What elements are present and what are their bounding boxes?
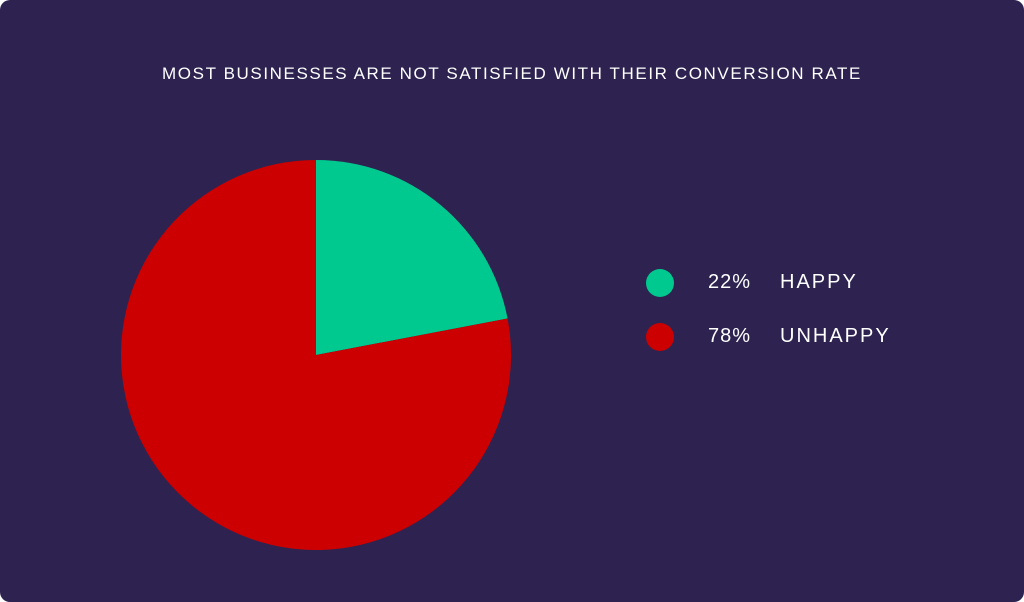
legend-label-unhappy: UNHAPPY	[780, 325, 891, 347]
legend-swatch-unhappy	[646, 323, 674, 351]
legend-value-happy: 22%	[708, 271, 752, 293]
legend-label-happy: HAPPY	[780, 271, 858, 293]
legend-swatch-happy	[646, 269, 674, 297]
chart-title: MOST BUSINESSES ARE NOT SATISFIED WITH T…	[162, 64, 862, 83]
pie-slice-happy	[316, 160, 508, 355]
legend-value-unhappy: 78%	[708, 325, 752, 347]
pie-slice-unhappy	[121, 160, 512, 550]
